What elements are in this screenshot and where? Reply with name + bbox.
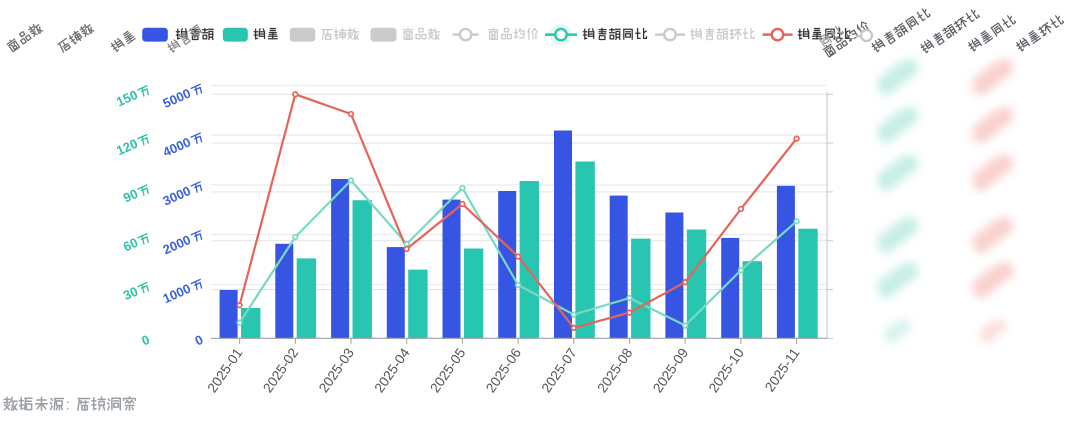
svg-text:60: 60 xyxy=(121,235,140,255)
svg-text:30: 30 xyxy=(121,284,140,304)
svg-text:90: 90 xyxy=(121,186,140,206)
svg-text::: : xyxy=(66,397,70,414)
